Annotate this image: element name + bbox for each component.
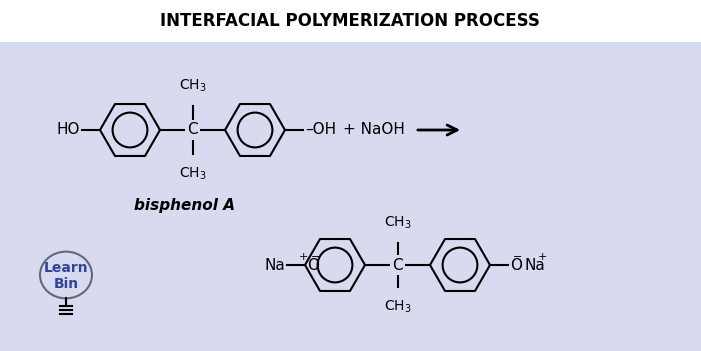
- Text: CH$_3$: CH$_3$: [383, 214, 411, 231]
- Text: C: C: [187, 122, 198, 138]
- Text: Learn: Learn: [43, 261, 88, 275]
- Text: INTERFACIAL POLYMERIZATION PROCESS: INTERFACIAL POLYMERIZATION PROCESS: [160, 12, 540, 30]
- Text: Bin: Bin: [53, 277, 79, 291]
- Text: + NaOH: + NaOH: [343, 122, 405, 138]
- Text: Na: Na: [264, 258, 285, 272]
- Text: –OH: –OH: [305, 122, 336, 138]
- Text: O: O: [510, 258, 522, 272]
- Text: Na: Na: [524, 258, 545, 272]
- Text: C: C: [392, 258, 403, 272]
- Bar: [0, 42, 701, 351]
- Text: CH$_3$: CH$_3$: [179, 166, 206, 183]
- Text: +: +: [299, 252, 308, 262]
- Text: HO: HO: [57, 122, 80, 138]
- Text: −: −: [311, 252, 320, 262]
- Text: CH$_3$: CH$_3$: [179, 78, 206, 94]
- Bar: [0, 0, 701, 42]
- Text: O: O: [307, 258, 319, 272]
- Ellipse shape: [40, 252, 92, 298]
- Text: bisphenol A: bisphenol A: [135, 198, 236, 213]
- Text: +: +: [537, 252, 547, 262]
- Text: CH$_3$: CH$_3$: [383, 299, 411, 316]
- Text: −: −: [513, 252, 523, 262]
